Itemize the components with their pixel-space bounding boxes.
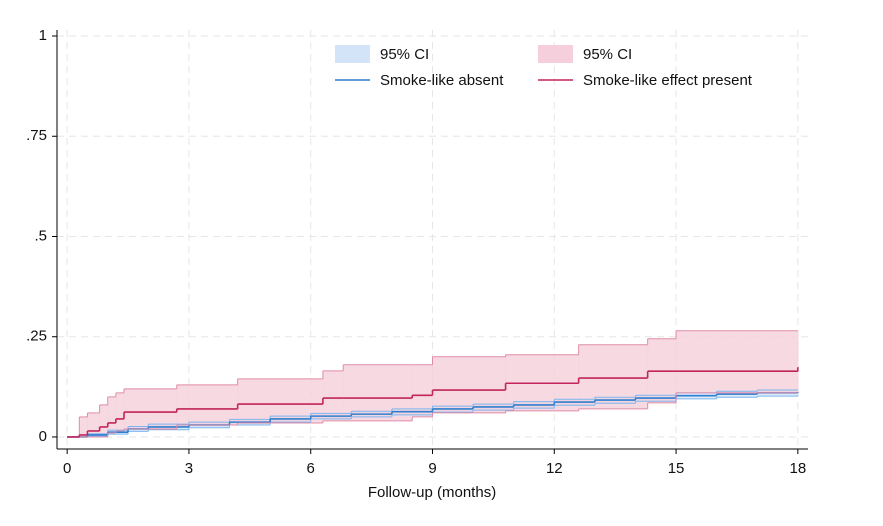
ci-band bbox=[176, 384, 239, 425]
legend-band-swatch bbox=[335, 45, 370, 63]
legend-label: 95% CI bbox=[583, 46, 632, 63]
ci-band bbox=[79, 416, 88, 437]
x-tick-label: 18 bbox=[790, 460, 807, 477]
ci-band bbox=[99, 404, 109, 437]
y-tick-label: 1 bbox=[39, 27, 47, 44]
legend-label: 95% CI bbox=[380, 46, 429, 63]
legend-label: Smoke-like absent bbox=[380, 72, 504, 89]
x-tick-label: 9 bbox=[428, 460, 436, 477]
x-tick-label: 3 bbox=[185, 460, 193, 477]
ci-band bbox=[322, 370, 344, 421]
legend-band-swatch bbox=[538, 45, 573, 63]
y-tick-label: 0 bbox=[39, 428, 47, 445]
x-axis-label: Follow-up (months) bbox=[368, 484, 496, 501]
ci-band bbox=[797, 330, 799, 393]
ci-band bbox=[676, 330, 799, 393]
ci-band bbox=[123, 388, 178, 429]
ci-band bbox=[343, 364, 413, 421]
y-tick-label: .75 bbox=[26, 127, 47, 144]
y-tick-label: .5 bbox=[34, 227, 47, 244]
x-tick-label: 6 bbox=[307, 460, 315, 477]
x-tick-label: 12 bbox=[546, 460, 563, 477]
ci-band bbox=[107, 396, 117, 433]
ci-band bbox=[432, 356, 507, 413]
y-tick-label: .25 bbox=[26, 328, 47, 345]
x-tick-label: 0 bbox=[63, 460, 71, 477]
ci-band bbox=[115, 392, 125, 431]
ci-band bbox=[412, 364, 433, 417]
legend-label: Smoke-like effect present bbox=[583, 72, 753, 89]
x-tick-label: 15 bbox=[668, 460, 685, 477]
ci-band bbox=[237, 378, 324, 423]
